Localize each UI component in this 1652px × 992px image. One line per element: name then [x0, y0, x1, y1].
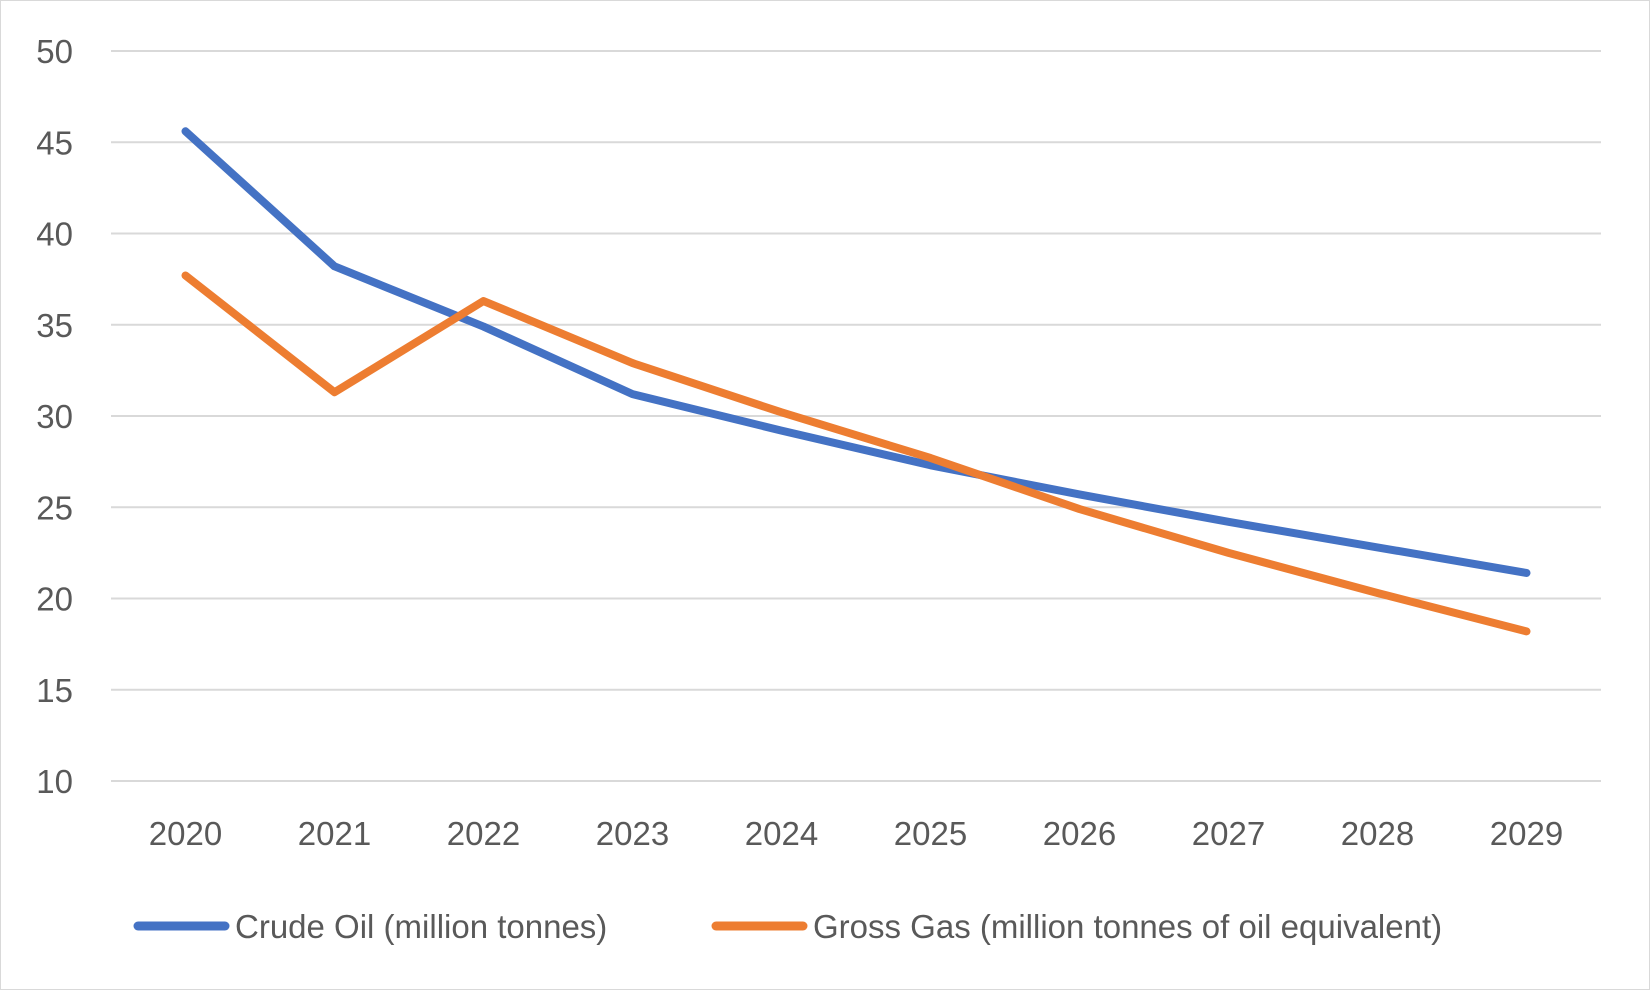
y-axis-tick-labels: 10 15 20 25 30 35 40 45 50: [36, 33, 73, 800]
y-tick-label-15: 15: [36, 672, 73, 709]
x-tick-label-2021: 2021: [298, 815, 371, 852]
x-tick-label-2029: 2029: [1490, 815, 1563, 852]
x-tick-label-2022: 2022: [447, 815, 520, 852]
x-tick-label-2024: 2024: [745, 815, 818, 852]
y-tick-label-50: 50: [36, 33, 73, 70]
x-tick-label-2026: 2026: [1043, 815, 1116, 852]
x-tick-label-2027: 2027: [1192, 815, 1265, 852]
gridlines: [111, 50, 1601, 782]
y-tick-label-35: 35: [36, 307, 73, 344]
x-tick-label-2023: 2023: [596, 815, 669, 852]
legend-label-gross-gas: Gross Gas (million tonnes of oil equival…: [813, 908, 1442, 945]
y-tick-label-45: 45: [36, 124, 73, 161]
series-line-gross-gas: [181, 271, 1531, 636]
y-tick-label-20: 20: [36, 581, 73, 618]
y-tick-label-40: 40: [36, 216, 73, 253]
x-tick-label-2028: 2028: [1341, 815, 1414, 852]
x-tick-label-2025: 2025: [894, 815, 967, 852]
x-axis-tick-labels: 2020 2021 2022 2023 2024 2025 2026 2027 2028 2029: [149, 815, 1563, 852]
x-tick-label-2020: 2020: [149, 815, 222, 852]
y-tick-label-25: 25: [36, 489, 73, 526]
y-tick-label-10: 10: [36, 763, 73, 800]
series-line-crude-oil: [181, 127, 1531, 577]
legend-label-crude-oil: Crude Oil (million tonnes): [235, 908, 607, 945]
y-tick-label-30: 30: [36, 398, 73, 435]
legend: Crude Oil (million tonnes) Gross Gas (mil…: [133, 908, 1442, 945]
series-lines: [181, 127, 1531, 636]
